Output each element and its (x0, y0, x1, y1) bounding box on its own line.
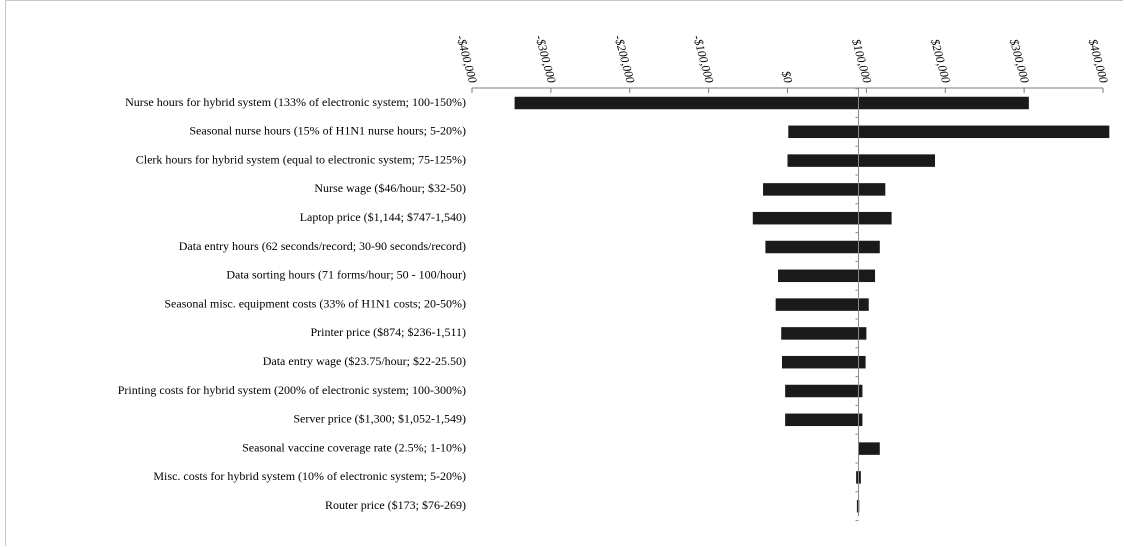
x-tick-label: -$400,000 (454, 34, 480, 85)
bars (514, 88, 1110, 522)
category-label: Server price ($1,300; $1,052-1,549) (293, 412, 466, 426)
bar (514, 96, 1029, 110)
bar (788, 125, 1110, 139)
bar (765, 240, 880, 254)
bar (752, 211, 892, 225)
category-label: Printing costs for hybrid system (200% o… (118, 383, 466, 397)
category-label: Data entry hours (62 seconds/record; 30-… (179, 239, 466, 253)
category-label: Seasonal misc. equipment costs (33% of H… (164, 296, 466, 310)
x-tick-label: $200,000 (928, 37, 953, 84)
x-tick-label: -$200,000 (612, 34, 638, 85)
bar (778, 269, 876, 283)
x-tick-label: -$300,000 (533, 34, 559, 85)
category-label: Misc. costs for hybrid system (10% of el… (153, 469, 466, 483)
bar (781, 327, 867, 340)
x-tick-label: $100,000 (849, 37, 874, 84)
x-axis: -$400,000 -$300,000 -$200,000 -$100,000 $0 $1… (454, 34, 1111, 93)
category-labels: Nurse hours for hybrid system (133% of e… (118, 95, 466, 512)
chart-frame (5, 0, 1123, 546)
bar (785, 413, 863, 427)
category-label: Data sorting hours (71 forms/hour; 50 - … (226, 268, 466, 282)
category-label: Laptop price ($1,144; $747-1,540) (300, 210, 466, 224)
x-tick-label: -$100,000 (690, 34, 716, 85)
category-label: Printer price ($874; $236-1,511) (310, 325, 466, 339)
bar (763, 183, 886, 196)
bar (858, 442, 880, 455)
x-tick-label: $0 (779, 69, 796, 84)
bar (785, 384, 863, 398)
category-label: Seasonal vaccine coverage rate (2.5%; 1-… (242, 440, 466, 454)
bar (781, 355, 866, 369)
category-label: Data entry wage ($23.75/hour; $22-25.50) (263, 354, 466, 368)
category-label: Seasonal nurse hours (15% of H1N1 nurse … (189, 124, 466, 138)
category-label: Clerk hours for hybrid system (equal to … (136, 152, 466, 166)
category-label: Nurse hours for hybrid system (133% of e… (125, 95, 466, 109)
x-tick-label: $400,000 (1086, 37, 1111, 84)
bar (787, 154, 935, 167)
category-label: Nurse wage ($46/hour; $32-50) (314, 181, 466, 195)
x-tick-label: $300,000 (1007, 37, 1032, 84)
bar (775, 298, 869, 311)
category-label: Router price ($173; $76-269) (325, 498, 466, 512)
